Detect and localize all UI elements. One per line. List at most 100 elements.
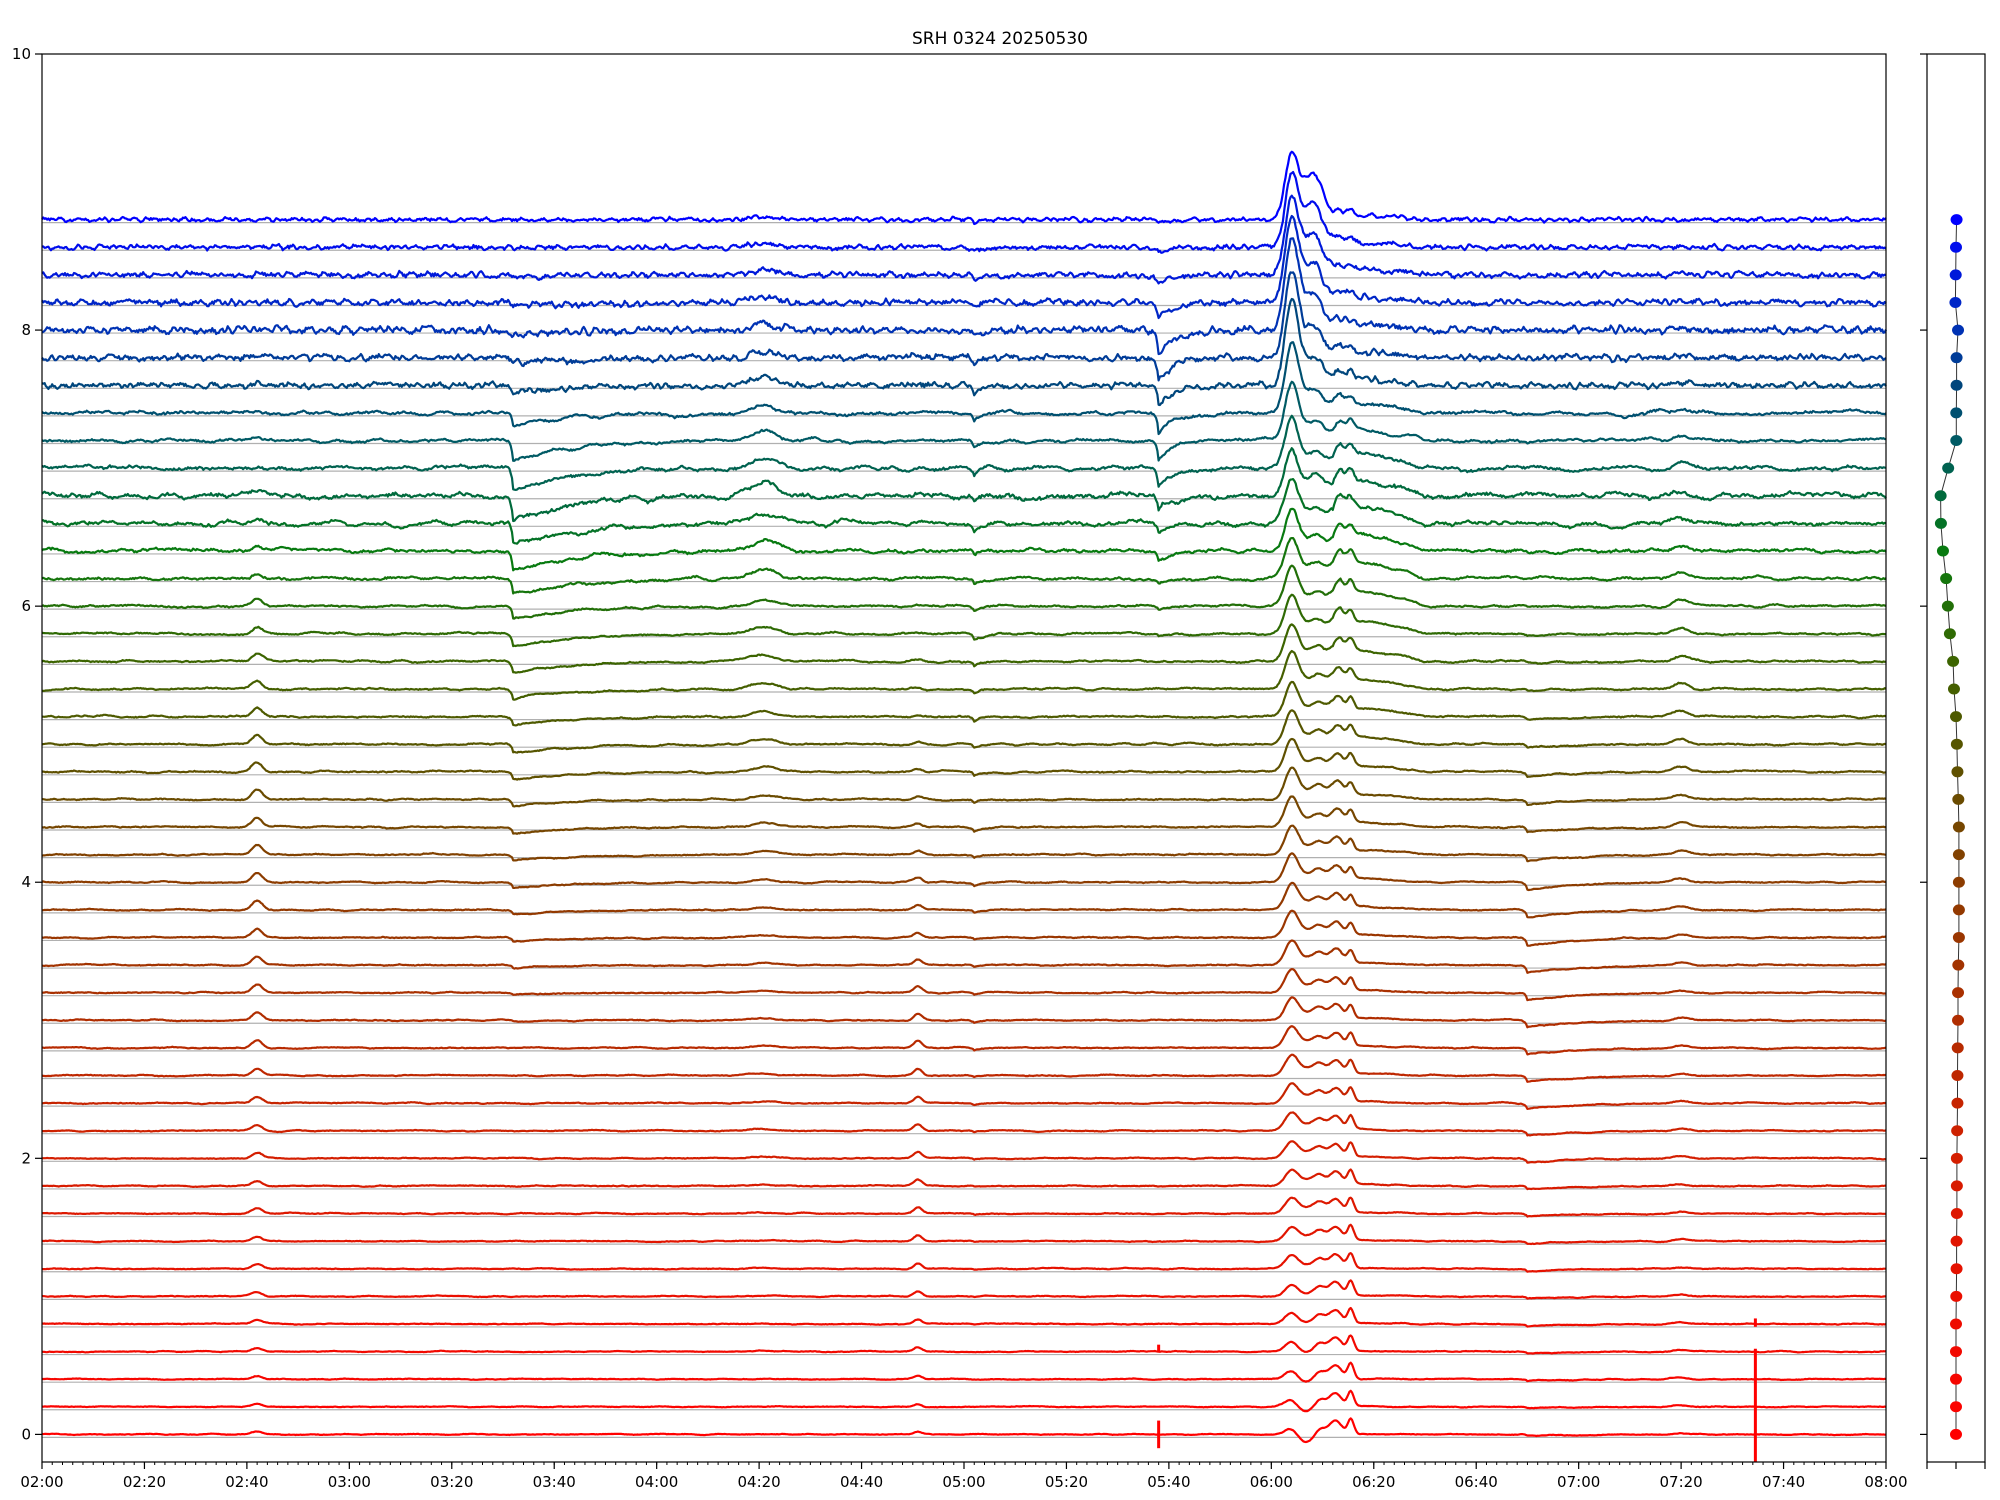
side-dot bbox=[1952, 793, 1965, 805]
x-axis: 02:00 02:20 02:40 03:00 03:20 03:40 04:00 04:20… bbox=[20, 1462, 1908, 1491]
trace-line bbox=[41, 150, 1887, 226]
side-dot bbox=[1950, 1401, 1962, 1413]
side-dot bbox=[1950, 379, 1963, 391]
trace-line bbox=[41, 1082, 1887, 1111]
side-dot bbox=[1950, 352, 1963, 364]
trace-line bbox=[41, 852, 1887, 892]
x-tick-label: 04:00 bbox=[635, 1473, 678, 1491]
trace-line bbox=[41, 380, 1887, 462]
trace-line bbox=[41, 447, 1887, 523]
y-tick-label: 0 bbox=[21, 1425, 31, 1443]
side-dot bbox=[1947, 655, 1960, 667]
trace-line bbox=[41, 194, 1887, 285]
side-dot bbox=[1950, 1373, 1962, 1385]
side-dot bbox=[1936, 545, 1949, 557]
trace-line bbox=[41, 1111, 1887, 1137]
trace-line bbox=[41, 478, 1887, 545]
side-dot bbox=[1952, 931, 1965, 943]
trace-line bbox=[41, 1361, 1887, 1383]
trace-line bbox=[41, 709, 1887, 754]
side-dot bbox=[1949, 296, 1962, 308]
trace-line bbox=[41, 795, 1887, 835]
side-dot bbox=[1950, 1428, 1962, 1440]
side-dot bbox=[1950, 1346, 1962, 1358]
trace-line bbox=[41, 536, 1887, 595]
trace-line bbox=[42, 170, 1887, 254]
trace-line bbox=[41, 996, 1887, 1029]
y-tick-label: 2 bbox=[21, 1149, 31, 1167]
trace-line bbox=[41, 1025, 1887, 1056]
side-dot bbox=[1940, 573, 1953, 585]
x-tick-label: 05:20 bbox=[1045, 1473, 1088, 1491]
trace-line bbox=[41, 1053, 1887, 1083]
side-dot bbox=[1950, 1290, 1963, 1302]
x-tick-label: 06:20 bbox=[1352, 1473, 1395, 1491]
trace-line bbox=[41, 271, 1887, 382]
trace-line bbox=[41, 909, 1887, 947]
chart-title: SRH 0324 20250530 bbox=[912, 29, 1088, 49]
x-tick-label: 03:20 bbox=[430, 1473, 473, 1491]
y-tick-label: 4 bbox=[21, 873, 31, 891]
trace-line bbox=[41, 881, 1887, 919]
trace-line bbox=[41, 564, 1887, 620]
trace-line bbox=[41, 623, 1887, 674]
side-dot bbox=[1951, 1069, 1964, 1081]
trace-line bbox=[41, 967, 1887, 1002]
side-dot bbox=[1950, 435, 1963, 447]
spike-group bbox=[1157, 1318, 1757, 1462]
trace-line bbox=[42, 737, 1887, 781]
trace-line bbox=[41, 1389, 1887, 1413]
side-dot bbox=[1952, 987, 1965, 999]
x-tick-label: 02:40 bbox=[225, 1473, 268, 1491]
side-dot bbox=[1950, 738, 1963, 750]
trace-line bbox=[41, 766, 1887, 808]
trace-line bbox=[41, 1279, 1887, 1300]
x-tick-label: 03:00 bbox=[328, 1473, 371, 1491]
y-tick-label: 10 bbox=[12, 45, 31, 63]
trace-line bbox=[41, 1223, 1887, 1246]
side-dot bbox=[1950, 1208, 1963, 1220]
side-dot bbox=[1950, 1180, 1963, 1192]
side-dot bbox=[1951, 1097, 1964, 1109]
side-dot bbox=[1952, 821, 1965, 833]
side-dot bbox=[1950, 1152, 1963, 1164]
x-tick-label: 02:20 bbox=[123, 1473, 166, 1491]
side-dot bbox=[1950, 214, 1963, 226]
side-dot bbox=[1942, 462, 1955, 474]
trace-line bbox=[41, 507, 1887, 572]
x-tick-label: 05:40 bbox=[1147, 1473, 1190, 1491]
side-dot bbox=[1934, 490, 1947, 502]
side-dot bbox=[1950, 711, 1962, 723]
side-dot bbox=[1952, 849, 1965, 861]
x-tick-label: 07:20 bbox=[1659, 1473, 1702, 1491]
side-dot bbox=[1951, 1042, 1964, 1054]
x-tick-label: 02:00 bbox=[20, 1473, 63, 1491]
side-dot bbox=[1951, 1125, 1964, 1137]
side-dot bbox=[1947, 683, 1960, 695]
x-tick-label: 04:40 bbox=[840, 1473, 883, 1491]
trace-line bbox=[41, 237, 1887, 356]
trace-line bbox=[41, 214, 1887, 320]
trace-line bbox=[41, 297, 1887, 407]
x-tick-label: 04:20 bbox=[737, 1473, 780, 1491]
trace-line bbox=[41, 414, 1887, 491]
trace-line bbox=[41, 593, 1887, 648]
x-tick-label: 08:00 bbox=[1864, 1473, 1907, 1491]
trace-line bbox=[41, 1306, 1887, 1328]
baseline-grid bbox=[42, 222, 1886, 1438]
trace-line bbox=[42, 1168, 1887, 1191]
side-dot bbox=[1950, 1318, 1962, 1330]
x-tick-label: 07:40 bbox=[1762, 1473, 1805, 1491]
trace-line bbox=[41, 649, 1887, 701]
side-dot bbox=[1950, 1235, 1963, 1247]
side-dot bbox=[1950, 241, 1962, 253]
y-tick-label: 8 bbox=[21, 321, 31, 339]
x-tick-label: 06:00 bbox=[1250, 1473, 1293, 1491]
x-tick-label: 06:40 bbox=[1455, 1473, 1498, 1491]
side-dot bbox=[1941, 600, 1954, 612]
side-dot bbox=[1950, 407, 1963, 419]
trace-line bbox=[42, 1251, 1886, 1273]
side-dot bbox=[1943, 628, 1956, 640]
y-axis: 0 2 4 6 8 10 bbox=[12, 45, 42, 1443]
side-dot bbox=[1952, 904, 1965, 916]
